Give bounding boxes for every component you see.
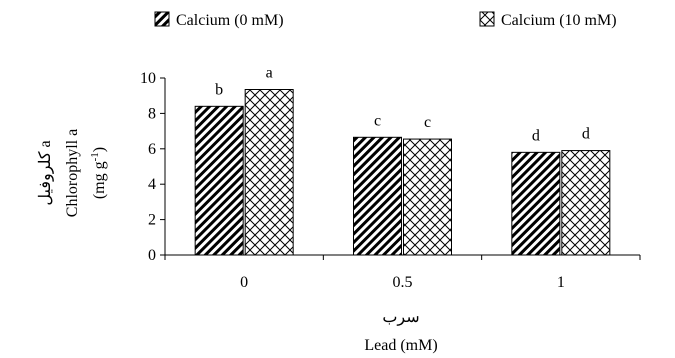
y-tick-label: 10 <box>140 70 156 87</box>
y-axis-title-fa: کلروفیل a <box>37 140 54 205</box>
bar <box>353 136 402 256</box>
bars <box>194 89 611 256</box>
x-axis-title-fa: سرب <box>382 309 419 326</box>
significance-letter: d <box>532 127 540 144</box>
bar <box>194 105 244 256</box>
significance-letter: c <box>424 114 431 131</box>
y-axis-title-unit: (mg g-1) <box>89 147 108 199</box>
bar <box>244 89 294 256</box>
legend-swatch-0 <box>154 11 170 27</box>
legend-label-0: Calcium (0 mM) <box>176 12 284 29</box>
significance-letter: a <box>266 65 273 82</box>
significance-letter: c <box>374 112 381 129</box>
y-axis-title: کلروفیل a Chlorophyll a (mg g-1) <box>37 129 108 217</box>
y-tick-label: 2 <box>148 212 156 229</box>
y-tick-label: 8 <box>148 105 156 122</box>
axes <box>164 78 640 256</box>
x-tick-label: 0 <box>240 274 248 291</box>
bar <box>403 138 452 256</box>
x-axis-title-en: Lead (mM) <box>364 337 437 354</box>
y-tick-label: 4 <box>148 176 156 193</box>
x-tick-label: 0.5 <box>393 274 413 291</box>
x-tick-label: 1 <box>557 274 565 291</box>
y-tick-label: 6 <box>148 141 156 158</box>
bar <box>561 150 611 256</box>
y-axis-unit-exponent: -1 <box>89 152 101 161</box>
significance-letter: b <box>215 81 223 98</box>
legend: Calcium (0 mM) Calcium (10 mM) <box>154 11 617 29</box>
y-tick-label: 0 <box>148 247 156 264</box>
legend-item-1: Calcium (10 mM) <box>479 11 617 29</box>
y-axis-title-en: Chlorophyll a <box>64 129 81 217</box>
legend-item-0: Calcium (0 mM) <box>154 11 284 29</box>
x-ticks: 0 0.5 1 <box>164 255 641 291</box>
significance-letter: d <box>582 126 590 143</box>
legend-label-1: Calcium (10 mM) <box>501 12 617 29</box>
significance-letters: b a c c d d <box>215 65 590 145</box>
legend-swatch-1 <box>479 11 495 27</box>
y-ticks: 0 2 4 6 8 10 <box>140 70 165 264</box>
bar <box>511 151 561 256</box>
